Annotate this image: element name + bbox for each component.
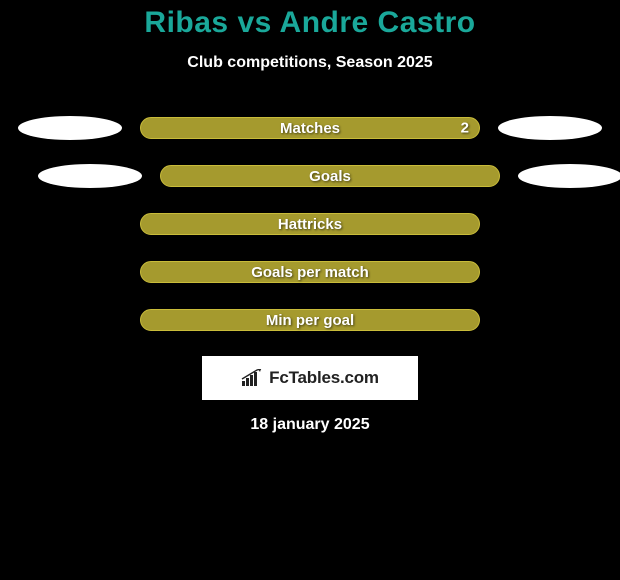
- stat-pill-goals: Goals: [160, 165, 500, 187]
- stat-row-min-per-goal: Min per goal: [0, 308, 620, 332]
- right-value-ellipse: [518, 164, 620, 188]
- right-value-ellipse: [498, 116, 602, 140]
- stat-pill-min-per-goal: Min per goal: [140, 309, 480, 331]
- ellipse-placeholder: [498, 260, 602, 284]
- left-value-ellipse: [18, 116, 122, 140]
- stat-pill-matches: Matches 2: [140, 117, 480, 139]
- stat-row-matches: Matches 2: [0, 116, 620, 140]
- stats-rows: Matches 2 Goals Hattricks Goals per: [0, 116, 620, 332]
- stat-label: Matches: [280, 120, 340, 137]
- stat-label: Goals per match: [251, 264, 369, 281]
- ellipse-placeholder: [18, 308, 122, 332]
- stat-label: Min per goal: [266, 312, 354, 329]
- comparison-infographic: Ribas vs Andre Castro Club competitions,…: [0, 0, 620, 434]
- page-title: Ribas vs Andre Castro: [0, 6, 620, 40]
- bar-chart-icon: [241, 369, 263, 387]
- stat-row-goals: Goals: [0, 164, 620, 188]
- stat-label: Hattricks: [278, 216, 342, 233]
- stat-value-right: 2: [461, 120, 469, 137]
- ellipse-placeholder: [498, 308, 602, 332]
- source-logo-text: FcTables.com: [269, 368, 379, 388]
- source-logo-box: FcTables.com: [202, 356, 418, 400]
- date-text: 18 january 2025: [0, 416, 620, 434]
- subtitle: Club competitions, Season 2025: [0, 54, 620, 72]
- stat-pill-goals-per-match: Goals per match: [140, 261, 480, 283]
- left-value-ellipse: [38, 164, 142, 188]
- ellipse-placeholder: [18, 212, 122, 236]
- ellipse-placeholder: [18, 260, 122, 284]
- stat-row-goals-per-match: Goals per match: [0, 260, 620, 284]
- ellipse-placeholder: [498, 212, 602, 236]
- stat-pill-hattricks: Hattricks: [140, 213, 480, 235]
- stat-row-hattricks: Hattricks: [0, 212, 620, 236]
- stat-label: Goals: [309, 168, 351, 185]
